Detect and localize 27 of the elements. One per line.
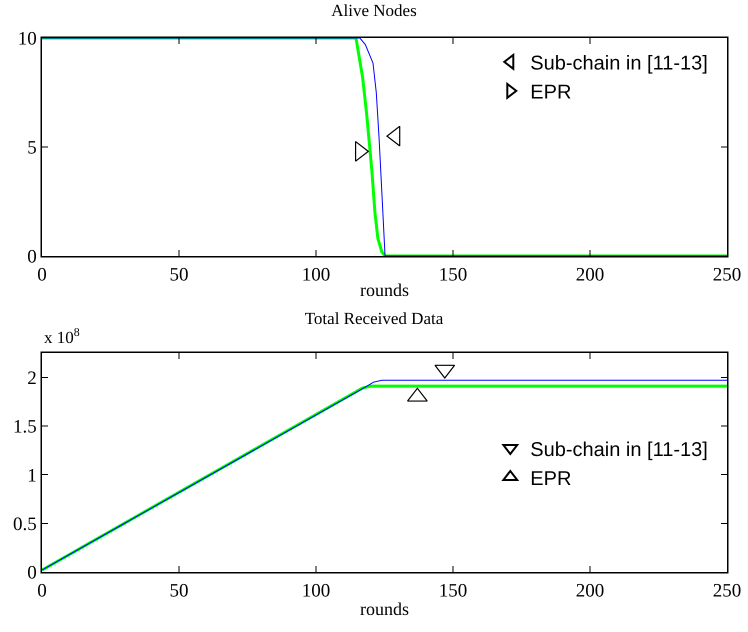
x-tick-label: 150	[438, 580, 468, 602]
y-tick-label: 10	[18, 28, 37, 50]
x-tick-label: 150	[438, 264, 468, 286]
x-tick-label: 100	[302, 580, 330, 602]
chart-title: Total Received Data	[304, 308, 444, 328]
legend-label: EPR	[530, 82, 572, 104]
x-tick-label: 100	[302, 264, 330, 286]
x-tick-label: 50	[170, 580, 188, 602]
x-tick-label: 250	[712, 580, 742, 602]
x-tick-label: 200	[576, 264, 604, 286]
x-axis-title: rounds	[360, 280, 409, 300]
x-tick-label: 200	[576, 580, 604, 602]
y-tick-label: 5	[27, 138, 37, 159]
y-tick-label: 0	[27, 562, 37, 584]
legend-label: EPR	[530, 468, 572, 490]
y-tick-label: 1	[27, 465, 37, 486]
y-tick-label: 1.5	[12, 416, 37, 438]
x-tick-label: 250	[712, 264, 742, 286]
chart-title: Alive Nodes	[331, 0, 417, 20]
x-axis-title: rounds	[360, 599, 409, 620]
y-tick-label: 2	[27, 368, 37, 389]
y-tick-label: 0.5	[12, 514, 37, 535]
y-tick-label: 0	[27, 246, 37, 268]
text: x 10$^{8}$	[44, 325, 80, 348]
legend-label: Sub-chain in [11-13]	[530, 438, 708, 461]
legend-label: Sub-chain in [11-13]	[530, 52, 708, 75]
x-tick-label: 50	[170, 264, 188, 286]
